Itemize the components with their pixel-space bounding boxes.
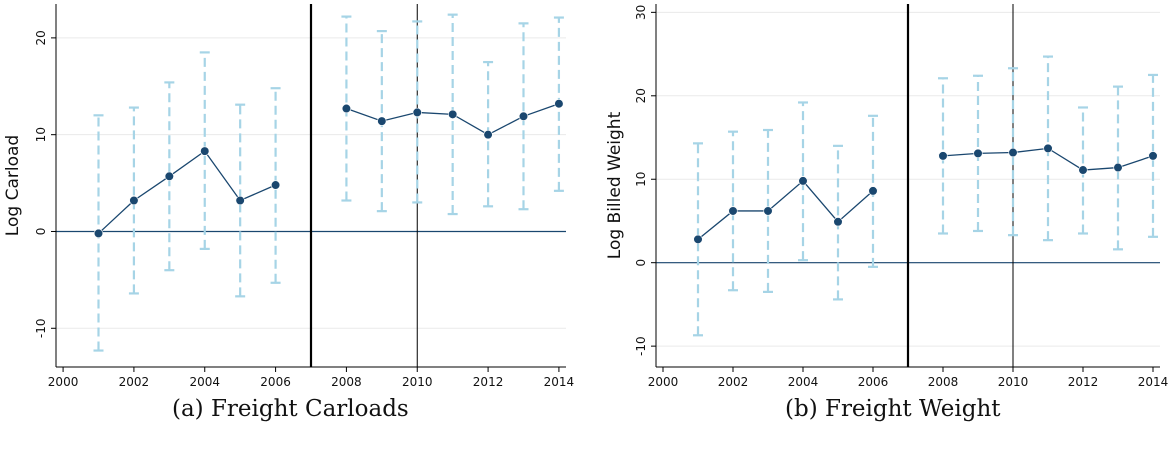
chart-freight-weight: -10 0 10 20 30 2000 2002 2004 2006 2008 2010 2012 20…	[605, 4, 1169, 389]
x-tick-label: 2014	[544, 375, 575, 389]
data-point	[693, 234, 703, 244]
chart-freight-carloads: -10 0 10 20 2000 2002 2004 2006 2008 2010 2012 2014…	[3, 4, 575, 389]
data-point	[1113, 162, 1123, 173]
y-tick-label: 0	[34, 228, 48, 236]
x-tick-label: 2012	[473, 375, 504, 389]
data-point	[833, 217, 843, 227]
x-tick-label: 2004	[189, 375, 220, 389]
data-point	[1078, 165, 1088, 175]
data-point	[483, 130, 493, 140]
x-tick-label: 2002	[119, 375, 150, 389]
data-point	[129, 195, 139, 206]
caption-freight-weight: (b) Freight Weight	[785, 396, 1001, 422]
data-point	[412, 107, 422, 118]
x-tick-label: 2014	[1138, 375, 1169, 389]
data-point	[448, 109, 458, 119]
data-point	[377, 116, 387, 126]
x-tick-label: 2000	[48, 375, 79, 389]
x-tick-label: 2008	[928, 375, 959, 389]
y-tick-label: 10	[34, 127, 48, 142]
x-tick-label: 2010	[402, 375, 433, 389]
x-tick-label: 2004	[788, 375, 819, 389]
data-point	[93, 228, 104, 239]
y-axis-label: Log Carload	[3, 135, 23, 236]
x-tick-label: 2002	[718, 375, 749, 389]
data-point	[235, 195, 245, 206]
data-point	[1008, 147, 1018, 158]
data-point	[798, 176, 808, 186]
data-point	[728, 206, 738, 216]
data-point	[164, 171, 174, 181]
panel-freight-weight: -10 0 10 20 30 2000 2002 2004 2006 2008 2010 2012 20…	[590, 0, 1175, 450]
y-tick-label: 20	[634, 88, 648, 103]
y-tick-label: 0	[634, 259, 648, 267]
x-tick-label: 2006	[260, 375, 291, 389]
x-tick-label: 2008	[331, 375, 362, 389]
data-point	[554, 99, 564, 109]
data-point	[270, 180, 281, 190]
series-line-pre	[697, 179, 874, 240]
data-point	[518, 111, 529, 121]
data-point	[868, 186, 878, 196]
x-tick-label: 2010	[998, 375, 1029, 389]
data-point	[1043, 143, 1053, 153]
data-point	[1148, 151, 1158, 161]
x-tick-label: 2000	[648, 375, 679, 389]
x-tick-label: 2006	[858, 375, 889, 389]
panel-freight-carloads: -10 0 10 20 2000 2002 2004 2006 2008 2010 2012 2014…	[3, 4, 575, 422]
y-tick-label: 10	[634, 172, 648, 187]
caption-freight-carloads: (a) Freight Carloads	[172, 396, 409, 422]
data-point	[763, 206, 773, 216]
data-point	[973, 148, 983, 158]
data-point	[200, 146, 210, 156]
data-point	[938, 151, 948, 161]
y-axis-label: Log Billed Weight	[605, 111, 625, 259]
data-point	[341, 103, 352, 114]
y-tick-label: 20	[34, 30, 48, 45]
x-tick-label: 2012	[1068, 375, 1099, 389]
y-tick-label: 30	[634, 5, 648, 20]
y-tick-label: -10	[634, 336, 648, 356]
y-tick-label: -10	[34, 318, 48, 338]
series-line-pre	[98, 150, 276, 234]
